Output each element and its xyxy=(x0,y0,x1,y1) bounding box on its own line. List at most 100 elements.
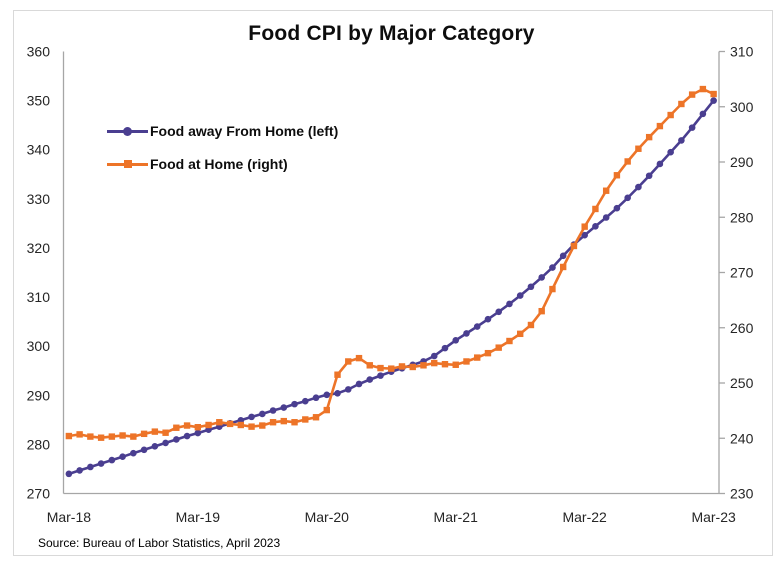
series-marker-square xyxy=(173,424,180,431)
series-marker-circle xyxy=(635,183,642,191)
series-marker-square xyxy=(259,422,266,429)
right-axis-tick-label: 260 xyxy=(730,320,754,336)
right-axis-tick-label: 240 xyxy=(730,430,754,446)
series-marker-square xyxy=(688,91,696,98)
legend-label-food-at-home: Food at Home (right) xyxy=(150,156,288,172)
left-axis-tick-label: 350 xyxy=(27,93,51,109)
series-marker-square xyxy=(355,354,363,362)
left-axis-tick-label: 300 xyxy=(27,338,51,354)
series-marker-circle xyxy=(173,436,180,443)
series-marker-square xyxy=(645,133,653,141)
series-marker-square xyxy=(527,321,535,329)
series-marker-square xyxy=(602,187,610,194)
series-marker-square xyxy=(710,90,717,98)
series-marker-circle xyxy=(248,413,255,421)
legend-swatch-orange-line-square-marker xyxy=(107,155,148,173)
series-marker-circle xyxy=(624,194,631,202)
series-marker-circle xyxy=(516,292,524,299)
x-axis-tick-label: Mar-20 xyxy=(305,509,350,525)
series-marker-circle xyxy=(130,449,137,457)
series-marker-circle xyxy=(463,330,470,337)
series-marker-square xyxy=(409,363,416,371)
series-marker-circle xyxy=(65,470,73,478)
series-marker-circle xyxy=(602,214,610,221)
series-marker-circle xyxy=(559,252,567,260)
left-axis-tick-label: 280 xyxy=(27,436,51,452)
series-marker-circle xyxy=(183,432,191,440)
series-marker-circle xyxy=(312,394,320,402)
series-marker-circle xyxy=(162,439,169,447)
series-marker-square xyxy=(613,172,621,179)
series-marker-square xyxy=(699,85,707,93)
series-marker-square xyxy=(592,205,599,213)
legend-swatch-purple-line-circle-marker xyxy=(107,122,148,140)
series-marker-square xyxy=(388,365,395,372)
series-marker-square xyxy=(248,423,255,430)
series-marker-circle xyxy=(323,391,331,399)
series-marker-square xyxy=(205,421,212,429)
series-marker-square xyxy=(280,417,287,425)
right-axis-tick-label: 290 xyxy=(730,154,754,170)
x-axis-tick-label: Mar-19 xyxy=(176,509,221,525)
series-marker-circle xyxy=(97,460,105,467)
right-axis-tick-label: 230 xyxy=(730,486,754,502)
series-marker-circle xyxy=(506,300,513,308)
series-marker-square xyxy=(194,424,202,431)
series-marker-circle xyxy=(441,344,449,352)
series-marker-circle xyxy=(484,315,492,323)
series-marker-circle xyxy=(291,400,298,408)
series-marker-circle xyxy=(355,380,363,388)
series-marker-circle xyxy=(581,231,588,239)
series-marker-circle xyxy=(366,376,374,383)
series-marker-square xyxy=(570,242,578,250)
right-axis-tick-label: 250 xyxy=(730,375,754,391)
right-axis-tick-label: 270 xyxy=(730,265,754,281)
series-marker-square xyxy=(452,361,459,368)
series-marker-square xyxy=(667,111,674,119)
series-marker-square xyxy=(183,422,191,429)
series-marker-circle xyxy=(667,148,674,156)
x-axis-tick-label: Mar-21 xyxy=(434,509,479,525)
series-marker-square xyxy=(216,419,223,426)
series-marker-square xyxy=(269,419,277,426)
series-marker-square xyxy=(312,414,320,421)
left-axis-tick-label: 290 xyxy=(27,387,51,403)
series-marker-square xyxy=(345,358,352,365)
series-marker-circle xyxy=(527,283,535,291)
right-axis-tick-label: 300 xyxy=(730,99,754,115)
series-marker-square xyxy=(366,362,373,369)
series-marker-circle xyxy=(140,446,148,454)
series-marker-circle xyxy=(344,386,352,393)
right-axis-tick-label: 310 xyxy=(730,44,754,60)
x-axis-tick-label: Mar-22 xyxy=(562,509,607,525)
series-marker-square xyxy=(151,428,159,435)
legend-label-food-away-from-home: Food away From Home (left) xyxy=(150,123,339,139)
series-marker-square xyxy=(549,285,556,293)
legend-item-food-at-home: Food at Home (right) xyxy=(107,155,288,173)
series-marker-square xyxy=(291,419,298,426)
chart-title: Food CPI by Major Category xyxy=(248,22,535,45)
series-marker-circle xyxy=(76,467,83,474)
series-marker-circle xyxy=(473,323,481,330)
series-marker-circle xyxy=(710,97,717,104)
series-marker-square xyxy=(656,122,664,130)
series-marker-circle xyxy=(269,407,277,414)
series-marker-square xyxy=(463,358,470,365)
left-axis-tick-label: 360 xyxy=(27,44,51,60)
series-marker-circle xyxy=(688,124,696,131)
series-marker-square xyxy=(377,364,384,372)
series-marker-square xyxy=(538,307,545,315)
series-marker-square xyxy=(635,145,642,152)
left-axis-tick-label: 340 xyxy=(27,142,51,158)
series-marker-circle xyxy=(549,264,556,271)
series-marker-square xyxy=(678,100,685,108)
series-marker-circle xyxy=(645,172,653,180)
series-marker-square xyxy=(431,359,438,367)
source-note: Source: Bureau of Labor Statistics, Apri… xyxy=(38,536,281,550)
legend-item-food-away-from-home: Food away From Home (left) xyxy=(107,122,338,140)
series-marker-circle xyxy=(678,137,685,144)
right-axis-tick-label: 280 xyxy=(730,209,754,225)
series-marker-circle xyxy=(108,456,116,464)
series-marker-square xyxy=(495,344,502,351)
series-marker-square xyxy=(119,432,126,439)
